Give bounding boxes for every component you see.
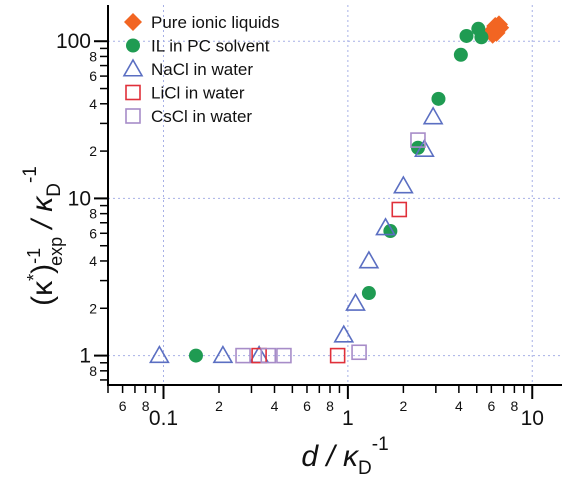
point-2-7 xyxy=(392,175,414,194)
x-minor-label-7: 4 xyxy=(455,398,463,414)
point-1-1 xyxy=(361,286,376,301)
y-axis-title-part-1: (κ xyxy=(26,280,59,306)
point-2-0 xyxy=(149,344,170,364)
point-2-9 xyxy=(422,106,444,125)
y-axis-title-sup-3: -1 xyxy=(20,166,41,183)
series-0 xyxy=(482,15,510,44)
legend-marker-0 xyxy=(124,13,142,31)
point-2-8 xyxy=(414,138,435,157)
point-1-8 xyxy=(474,30,489,45)
legend-label-0: Pure ionic liquids xyxy=(151,13,280,32)
point-4-1 xyxy=(260,347,277,364)
y-tick-label-2: 100 xyxy=(56,30,91,53)
y-minor-label-5: 2 xyxy=(89,143,97,159)
x-minor-label-2: 2 xyxy=(215,398,223,414)
legend-marker-1 xyxy=(126,38,140,53)
point-2-6 xyxy=(375,217,396,236)
legend-entry-3: LiCl in water xyxy=(125,84,245,103)
x-tick-label-1: 1 xyxy=(342,407,354,430)
series-2 xyxy=(149,106,444,364)
y-minor-label-2: 4 xyxy=(89,253,97,269)
x-tick-label-0: 0.1 xyxy=(149,407,178,430)
data-points xyxy=(149,15,510,364)
point-2-5 xyxy=(358,250,380,269)
y-axis-title-part-2: ) xyxy=(26,264,59,274)
point-3-0 xyxy=(251,347,267,364)
x-minor-label-9: 8 xyxy=(510,398,518,414)
x-minor-label-5: 8 xyxy=(326,398,334,414)
y-tick-label-1: 10 xyxy=(68,187,91,210)
y-minor-label-8: 8 xyxy=(89,48,97,64)
x-axis-ticks: 0.1 1 106 8 2 4 6 8 2 4 6 8 xyxy=(107,385,544,430)
x-minor-label-1: 8 xyxy=(142,398,150,414)
point-3-1 xyxy=(329,347,346,364)
grid-lines xyxy=(108,5,562,385)
legend: Pure ionic liquids IL in PC solvent NaCl i… xyxy=(122,13,280,126)
x-axis-title-main: d / κ xyxy=(301,440,360,473)
legend-label-1: IL in PC solvent xyxy=(151,37,270,56)
legend-label-2: NaCl in water xyxy=(151,60,253,79)
y-axis-title-sup-2: -1 xyxy=(24,248,44,264)
point-3-2 xyxy=(391,201,408,218)
point-2-4 xyxy=(345,292,366,311)
point-1-0 xyxy=(188,348,203,363)
point-4-4 xyxy=(410,132,426,148)
point-4-0 xyxy=(235,347,251,364)
y-minor-label-0: 8 xyxy=(89,363,97,379)
x-minor-label-3: 4 xyxy=(271,398,279,414)
series-4 xyxy=(235,132,426,364)
x-axis-title: d / κD-1 xyxy=(301,434,388,477)
legend-marker-2 xyxy=(122,58,144,77)
series-3 xyxy=(251,201,408,364)
x-minor-label-0: 6 xyxy=(119,398,127,414)
y-minor-label-3: 6 xyxy=(89,225,97,241)
point-1-6 xyxy=(459,28,474,43)
y-minor-label-7: 6 xyxy=(89,68,97,84)
y-minor-label-4: 8 xyxy=(89,206,97,222)
y-axis-title-sub-2: D xyxy=(44,183,65,197)
legend-marker-3 xyxy=(125,84,141,101)
x-minor-label-6: 2 xyxy=(399,398,407,414)
legend-entry-0: Pure ionic liquids xyxy=(124,13,280,32)
legend-label-4: CsCl in water xyxy=(151,107,252,126)
legend-marker-4 xyxy=(125,108,141,124)
point-4-3 xyxy=(351,344,367,361)
point-2-3 xyxy=(333,324,355,343)
legend-entry-2: NaCl in water xyxy=(122,58,253,79)
x-tick-label-2: 10 xyxy=(521,407,544,430)
point-1-4 xyxy=(431,91,446,106)
x-minor-label-4: 6 xyxy=(303,398,311,414)
x-axis-title-sup: -1 xyxy=(372,434,389,455)
axes xyxy=(107,5,562,386)
y-axis-title-sup-1: * xyxy=(24,274,44,281)
y-minor-label-1: 2 xyxy=(89,300,97,316)
x-minor-label-8: 6 xyxy=(487,398,495,414)
y-minor-label-6: 4 xyxy=(89,96,97,112)
y-tick-label-0: 1 xyxy=(79,345,91,368)
legend-entry-1: IL in PC solvent xyxy=(126,37,270,56)
point-4-2 xyxy=(276,347,292,364)
y-axis-title-sub-1: exp xyxy=(46,237,66,266)
point-1-5 xyxy=(453,47,468,62)
y-axis-title-part-3: / κ xyxy=(26,195,59,237)
legend-entry-4: CsCl in water xyxy=(125,107,252,126)
y-axis-title: (κ*)-1 exp / κD-1 xyxy=(20,166,66,306)
x-axis-title-sub: D xyxy=(358,458,372,477)
point-2-1 xyxy=(212,344,234,364)
point-0-7 xyxy=(491,18,510,37)
legend-label-3: LiCl in water xyxy=(151,84,245,103)
